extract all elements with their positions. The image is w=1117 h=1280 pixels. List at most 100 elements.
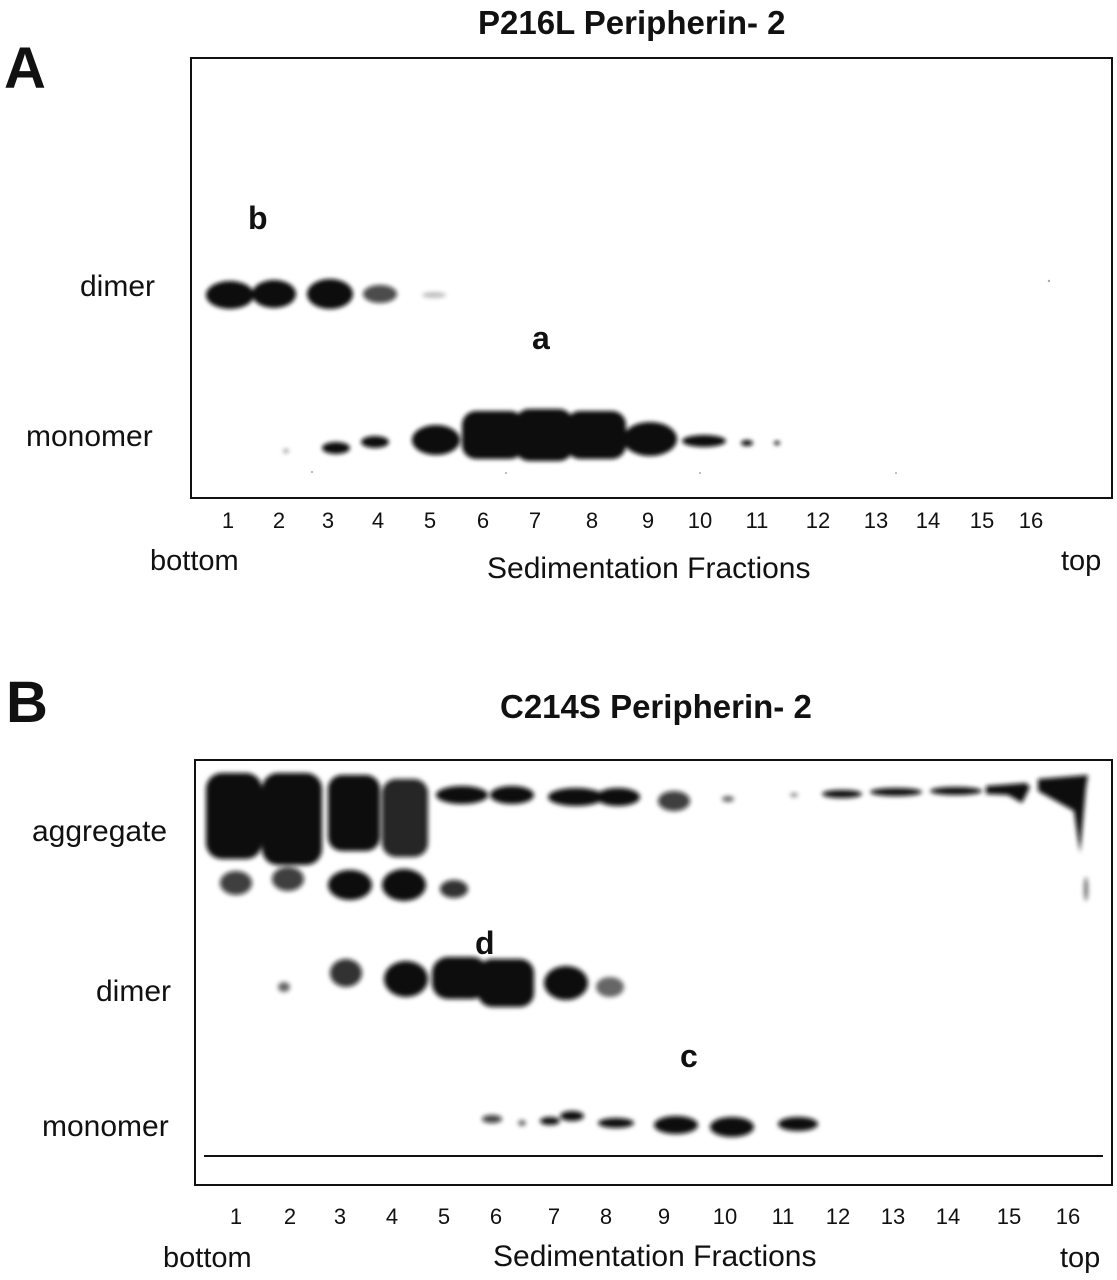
panel-a-band-a: a [532,320,550,356]
panel-a-band-b: b [248,200,268,236]
panel-b-lane-2: 2 [283,1204,297,1229]
panel-a-lane-3: 3 [321,508,335,533]
band-b-aggregate-low-4 [382,869,426,901]
band-a-monomer-7 [515,409,573,461]
band-b-dimer-5 [432,957,488,999]
panel-b-lane-14: 14 [935,1204,961,1229]
band-b-dimer-7 [544,966,588,1000]
panel-b-row-aggregate: aggregate [32,815,168,848]
band-a-monomer-2 [283,449,289,453]
band-a-dimer-5 [422,292,446,298]
panel-b-lane-8: 8 [599,1204,613,1229]
band-b-aggregate-4 [382,779,428,857]
panel-b-axis-label: Sedimentation Fractions [493,1240,817,1273]
band-a-monomer-5 [412,425,460,455]
panel-b-letter: B [6,670,48,735]
band-b-top-5 [436,786,488,804]
panel-a-lane-1: 1 [221,508,235,533]
band-b-top-10 [722,796,734,802]
panel-a-blot [190,57,1113,499]
panel-a-letter: A [4,36,46,101]
panel-b-lane-3: 3 [333,1204,347,1229]
panel-b-lane-7: 7 [547,1204,561,1229]
band-a-monomer-10 [682,435,726,447]
band-b-top-16-tail [1084,877,1088,901]
panel-a-bands [206,279,1051,474]
panel-b-bands [204,773,1103,1157]
panel-b-lane-6: 6 [489,1204,503,1229]
panel-a-lane-8: 8 [585,508,599,533]
panel-a-lane-4: 4 [371,508,385,533]
band-b-monomer-6b [518,1120,526,1126]
panel-b-lane-9: 9 [657,1204,671,1229]
panel-a-axis-label: Sedimentation Fractions [487,552,811,585]
band-b-monomer-6a [482,1115,502,1123]
panel-a-title: P216L Peripherin- 2 [478,4,786,41]
band-a-monomer-11b [774,441,780,445]
panel-a-lane-9: 9 [641,508,655,533]
panel-b-row-dimer: dimer [96,975,172,1008]
band-b-aggregate-low-3 [328,870,372,900]
panel-b-lane-4: 4 [385,1204,399,1229]
band-b-top-15 [986,783,1030,803]
band-b-top-16 [1038,775,1088,853]
band-a-dimer-2 [252,280,296,308]
panel-b-row-monomer: monomer [42,1110,169,1143]
band-a-monomer-6 [462,411,524,459]
panel-b-lane-1: 1 [229,1204,243,1229]
band-b-top-7 [548,788,604,806]
band-b-dimer-2 [278,982,290,992]
panel-b-lane-13: 13 [880,1204,906,1229]
band-b-monomer-9 [654,1116,698,1134]
band-b-top-8 [596,788,640,806]
panel-a-bottom-label: bottom [150,545,239,577]
panel-b-lane-15: 15 [996,1204,1022,1229]
band-a-monomer-9 [623,422,677,456]
band-a-dimer-1 [206,281,254,309]
panel-a-lane-5: 5 [423,508,437,533]
panel-b-lane-12: 12 [825,1204,851,1229]
band-b-monomer-11 [778,1117,818,1131]
panel-a-lane-10: 10 [687,508,713,533]
panel-b-title: C214S Peripherin- 2 [500,688,812,725]
panel-a-lane-14: 14 [915,508,941,533]
panel-a-lane-12: 12 [805,508,831,533]
band-b-dimer-3 [330,959,362,987]
band-a-monomer-8 [566,411,626,459]
band-b-aggregate-1 [206,773,262,859]
band-b-monomer-7a [540,1117,560,1125]
band-b-monomer-7b [560,1111,584,1121]
band-a-monomer-3 [322,442,350,454]
panel-a-lane-15: 15 [969,508,995,533]
band-b-top-12 [822,790,862,798]
panel-b-blot [194,759,1113,1186]
panel-b-band-c: c [680,1038,698,1074]
panel-b-top-label: top [1060,1242,1101,1274]
band-a-dimer-4 [363,285,397,303]
band-b-dimer-4 [384,961,428,997]
band-b-monomer-8 [598,1118,634,1128]
band-b-top-6 [490,786,534,804]
band-b-aggregate-3 [328,775,380,851]
panel-b-lane-5: 5 [437,1204,451,1229]
panel-b-lane-10: 10 [712,1204,738,1229]
panel-a-row-dimer: dimer [80,270,156,303]
band-b-aggregate-low-5 [440,880,468,898]
panel-a-lane-6: 6 [476,508,490,533]
band-a-monomer-4 [361,436,389,448]
panel-b-lane-11: 11 [771,1204,795,1229]
band-b-top-14 [930,787,982,795]
panel-a-top-label: top [1061,545,1102,577]
band-a-dimer-3 [307,279,353,309]
panel-a-lane-2: 2 [272,508,286,533]
band-b-dimer-8 [596,977,624,997]
band-b-aggregate-low-2 [272,867,304,891]
panel-a-row-monomer: monomer [26,420,153,453]
panel-b-band-d: d [475,925,495,961]
band-b-top-13 [870,788,922,796]
band-b-monomer-10 [710,1117,754,1137]
band-b-aggregate-2 [262,773,322,865]
panel-b-bottom-label: bottom [163,1242,252,1274]
band-b-top-9 [658,791,690,811]
band-b-aggregate-low-1 [220,871,252,895]
